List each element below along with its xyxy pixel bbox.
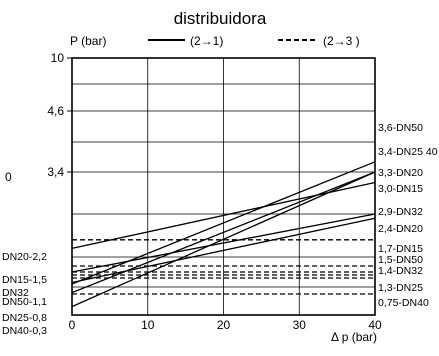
right-label: 2,9-DN32 — [378, 206, 423, 218]
right-labels: 3,6-DN50 3,4-DN25 40 3,3-DN20 3,0-DN15 2,9-D… — [378, 122, 438, 309]
right-label: 3,6-DN50 — [378, 122, 423, 134]
left-label: DN25-0,8 — [2, 312, 47, 324]
x-tick-label: 20 — [217, 318, 231, 332]
grid — [67, 57, 376, 316]
solid-line-dn15 — [71, 213, 376, 273]
legend-dashed-label: (2→3 ) — [323, 34, 360, 48]
x-tick-label: 40 — [368, 318, 382, 332]
right-label: 1,5-DN50 — [378, 254, 423, 266]
solid-line-dn50 — [71, 161, 376, 285]
x-tick-label: 30 — [293, 318, 307, 332]
right-label: 0,75-DN40 — [378, 297, 429, 309]
solid-line-dn40 — [71, 171, 376, 308]
x-tick-label: 0 — [69, 318, 76, 332]
left-label: DN40-0,3 — [2, 325, 47, 337]
left-label: DN50-1,1 — [2, 296, 47, 308]
y-tick-label: 10 — [51, 51, 65, 65]
right-label: 1,4-DN32 — [378, 265, 423, 277]
right-label: 1,7-DN15 — [378, 243, 423, 255]
x-axis-label: Δ p (bar) — [331, 330, 377, 344]
right-label: 3,4-DN25 40 — [378, 146, 438, 158]
solid-line-dn32 — [71, 217, 376, 284]
stray-label: 0 — [5, 170, 12, 184]
x-tick-label: 10 — [141, 318, 155, 332]
y-tick-label: 4,6 — [47, 104, 64, 118]
right-label: 3,0-DN15 — [378, 183, 423, 195]
y-axis-label: P (bar) — [70, 34, 106, 48]
left-label: DN20-2,2 — [2, 251, 47, 263]
y-tick-label: 3,4 — [47, 165, 64, 179]
right-label: 3,3-DN20 — [378, 167, 423, 179]
left-label: DN32 — [2, 287, 29, 299]
right-label: 2,4-DN20 — [378, 223, 423, 235]
solid-line-dn20 — [71, 181, 376, 250]
left-label: DN15-1,5 — [2, 274, 47, 286]
right-label: 1,3-DN25 — [378, 282, 423, 294]
tick-labels: 0 10 20 30 40 10 4,6 3,4 — [47, 51, 382, 332]
solid-series — [71, 161, 376, 308]
solid-line-dn25 — [71, 171, 376, 294]
chart-title: distribuidora — [174, 9, 267, 28]
legend-solid-label: (2→1) — [190, 34, 223, 48]
